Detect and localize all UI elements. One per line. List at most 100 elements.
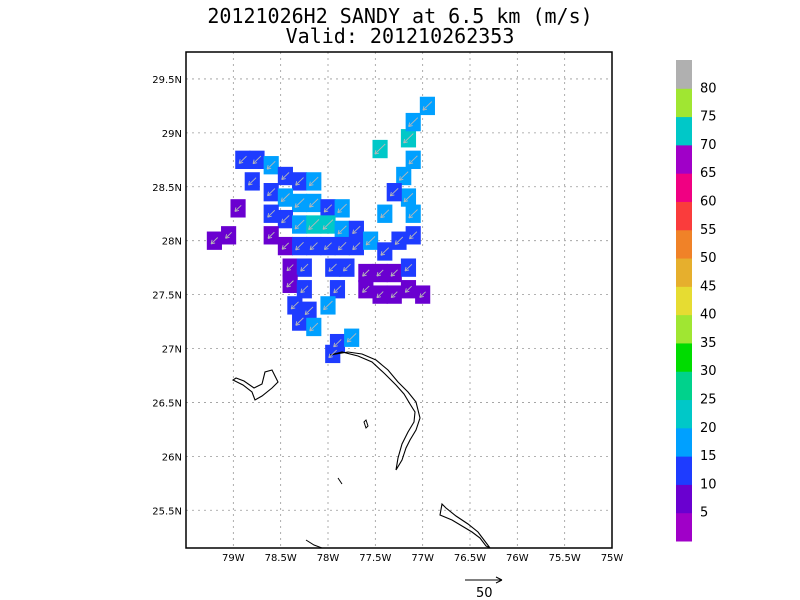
y-tick-label: 28.5N <box>152 183 182 194</box>
wind-arrow <box>380 209 390 218</box>
y-tick-label: 29N <box>162 129 182 140</box>
wind-arrow <box>365 236 376 246</box>
coastline-islet-2 <box>337 477 343 485</box>
wind-arrow <box>266 160 276 170</box>
wind-arrowhead <box>408 122 413 127</box>
wind-arrow <box>422 101 433 111</box>
wind-arrowhead <box>267 191 272 197</box>
y-tick-label: 29.5N <box>152 75 182 86</box>
colorbar-label: 20 <box>700 421 717 436</box>
wind-arrow <box>404 285 412 293</box>
colorbar-segment <box>676 371 692 401</box>
colorbar-segment <box>676 342 692 372</box>
coastline-layer <box>231 351 491 548</box>
wind-arrow <box>308 219 320 230</box>
wind-arrow <box>343 263 351 272</box>
wind-arrowhead <box>394 240 400 245</box>
colorbar-segment <box>676 512 692 542</box>
wind-arrow <box>328 349 337 359</box>
wind-arrow <box>362 285 370 293</box>
colorbar-label: 25 <box>700 393 717 408</box>
colorbar-segment <box>676 456 692 485</box>
wind-arrowhead <box>295 181 300 186</box>
wind-arrowhead <box>300 288 305 294</box>
colorbar-label: 10 <box>700 477 717 492</box>
wind-arrow <box>408 117 419 127</box>
colorbar-label: 80 <box>700 81 717 96</box>
colorbar-segment <box>676 88 692 118</box>
wind-arrowhead <box>322 225 328 230</box>
wind-arrowhead <box>337 229 343 235</box>
colorbar-segment <box>676 484 692 514</box>
chart-subtitle: Valid: 201210262353 <box>285 24 515 48</box>
wind-arrow <box>390 269 398 277</box>
wind-arrowhead <box>267 234 273 239</box>
wind-arrowhead <box>408 159 414 165</box>
wind-arrow <box>252 155 262 164</box>
wind-arrow <box>300 263 309 272</box>
y-tick-label: 27.5N <box>152 291 182 302</box>
y-tick-label: 26N <box>162 452 182 463</box>
wind-arrow <box>376 269 384 277</box>
wind-arrowhead <box>295 321 300 326</box>
wind-arrow <box>294 219 305 230</box>
wind-arrow <box>376 291 384 299</box>
y-tick-labels: 25.5N 26N 26.5N 27N 27.5N 28N 28.5N 29N 29.5N <box>152 75 182 517</box>
wind-arrow <box>267 231 275 239</box>
wind-arrow <box>362 269 370 277</box>
wind-arrowhead <box>234 207 240 212</box>
colorbar-label: 30 <box>700 364 717 379</box>
colorbar-segment <box>676 201 692 231</box>
wind-arrowhead <box>281 218 286 224</box>
wind-arrowhead <box>281 175 286 181</box>
wind-arrowhead <box>210 239 216 245</box>
wind-arrowhead <box>294 224 300 230</box>
colorbar-label: 65 <box>700 166 717 181</box>
wind-arrowhead <box>286 282 291 288</box>
wind-barbs-layer <box>210 101 433 359</box>
wind-arrowhead <box>422 106 428 111</box>
wind-arrow <box>346 333 357 343</box>
colorbar-label: 40 <box>700 308 717 323</box>
wind-arrow <box>398 171 409 181</box>
wind-arrowhead <box>248 180 253 186</box>
wind-arrowhead <box>365 240 371 246</box>
wind-arrow <box>225 232 232 239</box>
wind-arrow <box>380 247 390 256</box>
coastline-abaco <box>329 351 421 471</box>
wind-arrow <box>328 263 337 272</box>
x-tick-label: 75W <box>601 553 624 564</box>
wind-arrowhead <box>398 176 404 181</box>
wind-arrow <box>238 155 247 164</box>
wind-arrow <box>403 133 414 144</box>
wind-arrow <box>295 317 304 326</box>
wind-arrowhead <box>376 272 382 277</box>
wind-arrowhead <box>337 208 342 214</box>
wind-arrow <box>267 188 276 197</box>
wind-arrow <box>337 241 347 251</box>
wind-arrow <box>294 198 305 208</box>
wind-arrow <box>281 172 290 180</box>
x-tick-label: 79W <box>222 553 245 564</box>
wind-arrowhead <box>252 159 258 165</box>
coastline-islet-3 <box>305 539 323 548</box>
x-tick-label: 76W <box>506 553 529 564</box>
colorbar-label: 5 <box>700 506 708 521</box>
y-tick-label: 26.5N <box>152 398 182 409</box>
wind-arrow <box>333 285 342 294</box>
wind-arrow <box>333 339 342 348</box>
colorbar-segment <box>676 399 692 429</box>
colorbar-label: 75 <box>700 110 717 125</box>
wind-arrowhead <box>323 305 328 311</box>
coastline-grand-bahama <box>231 369 279 401</box>
wind-arrowhead <box>309 203 314 208</box>
wind-arrowhead <box>304 310 310 316</box>
wind-arrowhead <box>404 266 410 272</box>
colorbar-segment <box>676 173 692 202</box>
wind-arrowhead <box>328 353 333 359</box>
wind-arrowhead <box>390 272 396 277</box>
wind-arrowhead <box>380 213 385 219</box>
colorbar-label: 55 <box>700 223 717 238</box>
wind-arrow <box>337 203 347 213</box>
